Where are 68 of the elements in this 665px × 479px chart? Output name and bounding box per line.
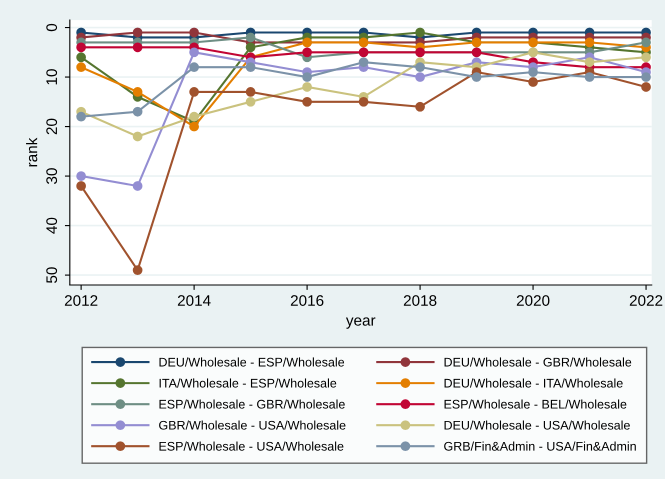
- y-axis-title: rank: [26, 138, 38, 166]
- y-tick-label: 20: [46, 118, 58, 134]
- point: [246, 32, 256, 42]
- y-tick-label: 40: [46, 218, 58, 234]
- legend-label: ESP/Wholesale - USA/Wholesale: [159, 442, 344, 451]
- point: [246, 42, 256, 52]
- point: [132, 106, 142, 117]
- x-tick-label: 2018: [404, 295, 436, 306]
- point: [189, 28, 199, 38]
- point: [189, 122, 199, 132]
- legend-label: ESP/Wholesale - GBR/Wholesale: [159, 399, 345, 409]
- point: [415, 102, 425, 112]
- point: [302, 82, 312, 92]
- point: [189, 62, 199, 72]
- x-tick-label: 2012: [64, 295, 98, 306]
- point: [132, 87, 142, 97]
- point: [302, 96, 312, 107]
- y-tick-label: 0: [46, 24, 58, 32]
- point: [358, 57, 368, 68]
- point: [415, 28, 425, 38]
- point: [528, 67, 538, 77]
- legend-label: GRB/Fin&Admin - USA/Fin&Admin: [444, 442, 636, 451]
- point: [641, 72, 651, 82]
- point: [302, 72, 312, 82]
- point: [246, 87, 256, 97]
- point: [415, 72, 425, 82]
- legend-label: DEU/Wholesale - USA/Wholesale: [444, 420, 630, 430]
- point: [132, 265, 142, 276]
- legend-label: ESP/Wholesale - BEL/Wholesale: [444, 399, 626, 409]
- point: [76, 112, 86, 122]
- x-tick-label: 2016: [290, 295, 324, 306]
- y-tick-label: 50: [46, 267, 58, 283]
- legend-label: GBR/Wholesale - USA/Wholesale: [159, 420, 346, 430]
- point: [528, 77, 538, 87]
- x-tick-label: 2022: [630, 295, 662, 306]
- point: [189, 112, 199, 122]
- point: [472, 72, 482, 82]
- point: [132, 132, 142, 142]
- x-axis-title: year: [346, 317, 376, 329]
- point: [76, 42, 86, 52]
- point: [641, 38, 651, 48]
- y-tick-label: 10: [46, 69, 58, 84]
- x-tick-label: 2020: [516, 295, 550, 306]
- point: [189, 47, 199, 58]
- legend-label: DEU/Wholesale - GBR/Wholesale: [444, 357, 632, 367]
- legend-label: DEU/Wholesale - ITA/Wholesale: [444, 378, 623, 388]
- point: [584, 72, 594, 82]
- point: [76, 171, 86, 181]
- point: [641, 52, 651, 62]
- x-tick-label: 2014: [178, 295, 211, 306]
- point: [415, 62, 425, 72]
- point: [76, 52, 86, 62]
- point: [76, 181, 86, 191]
- legend-label: DEU/Wholesale - ESP/Wholesale: [159, 357, 344, 367]
- y-tick-label: 30: [46, 168, 58, 184]
- point: [584, 38, 594, 48]
- point: [641, 82, 651, 92]
- point: [358, 96, 368, 107]
- point: [76, 62, 86, 72]
- point: [132, 181, 142, 191]
- point: [302, 47, 312, 58]
- point: [132, 28, 142, 38]
- point: [132, 42, 142, 52]
- point: [246, 62, 256, 72]
- point: [246, 96, 256, 107]
- legend-label: ITA/Wholesale - ESP/Wholesale: [160, 378, 336, 388]
- point: [584, 57, 594, 68]
- point: [189, 87, 199, 97]
